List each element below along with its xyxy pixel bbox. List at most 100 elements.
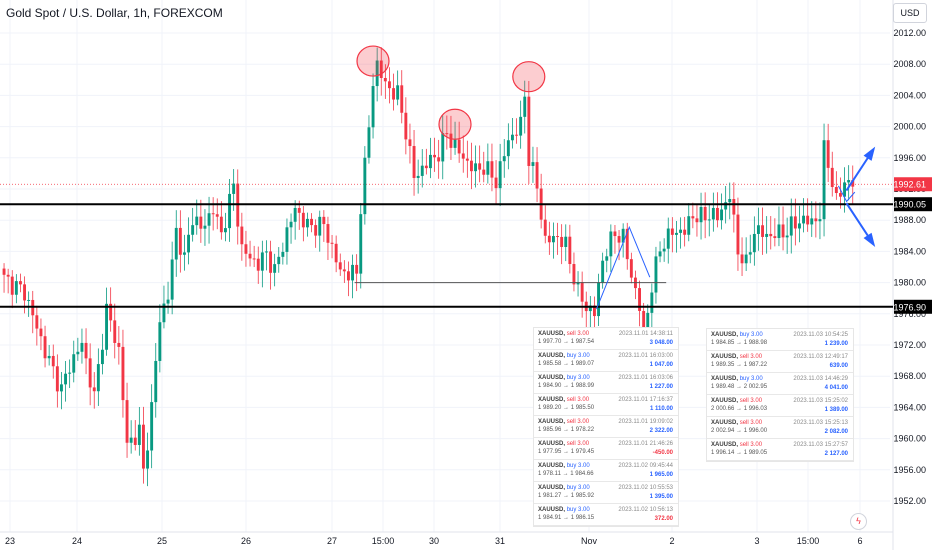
candle bbox=[711, 207, 715, 220]
candle bbox=[412, 146, 416, 178]
candle bbox=[10, 276, 14, 295]
y-tick-label: 2012.00 bbox=[893, 28, 926, 38]
candle bbox=[310, 218, 313, 226]
candle bbox=[224, 228, 227, 233]
candle bbox=[519, 116, 523, 136]
candle bbox=[470, 160, 473, 172]
candle bbox=[617, 236, 621, 243]
x-tick-label: 24 bbox=[72, 536, 82, 546]
candle bbox=[490, 161, 494, 178]
trade-qty: 3.00 bbox=[577, 397, 590, 403]
trade-qty: 3.00 bbox=[578, 463, 590, 469]
candle bbox=[51, 355, 55, 367]
candle bbox=[318, 216, 322, 236]
x-tick-label: 2 bbox=[669, 536, 674, 546]
trade-symbol: XAUUSD, buy 3.00 bbox=[538, 507, 590, 513]
candle bbox=[72, 354, 76, 373]
candle bbox=[96, 364, 100, 392]
trade-qty: 3.00 bbox=[751, 332, 763, 338]
candle bbox=[843, 182, 846, 197]
candle bbox=[572, 264, 576, 285]
trade-prices: 1 981.27 → 1 985.92 bbox=[538, 493, 595, 499]
x-tick-label: 27 bbox=[327, 536, 337, 546]
candle bbox=[416, 175, 420, 178]
candle bbox=[752, 233, 756, 253]
candle bbox=[773, 236, 777, 239]
trade-timestamp: 2023.11.01 16:03:00 bbox=[618, 353, 673, 359]
projection-path bbox=[837, 185, 856, 203]
trade-row: XAUUSD, buy 3.00 2023.11.02 10:55:53 1 981… bbox=[534, 482, 678, 504]
trade-prices: 1 989.20 → 1 985.50 bbox=[538, 405, 595, 411]
candle bbox=[39, 328, 43, 337]
trade-symbol: XAUUSD, buy 3.00 bbox=[538, 375, 590, 381]
candle bbox=[638, 288, 641, 311]
candle bbox=[68, 372, 72, 374]
candle bbox=[580, 282, 584, 302]
trade-row: XAUUSD, buy 3.00 2023.11.03 10:54:25 1 984… bbox=[707, 329, 853, 351]
currency-selector[interactable]: USD bbox=[893, 3, 927, 23]
candle bbox=[777, 224, 781, 239]
trade-timestamp: 2023.11.01 16:03:06 bbox=[618, 375, 673, 381]
candle bbox=[588, 305, 592, 312]
candle bbox=[306, 218, 309, 228]
candle bbox=[433, 154, 436, 158]
candle bbox=[117, 342, 121, 347]
candle bbox=[260, 252, 264, 271]
trade-prices: 2 002.94 → 1 996.00 bbox=[711, 428, 768, 434]
y-tick-label: 1952.00 bbox=[893, 496, 926, 506]
candle bbox=[326, 224, 330, 243]
trade-symbol-name: XAUUSD bbox=[538, 507, 564, 513]
candle bbox=[142, 424, 145, 469]
candle bbox=[806, 215, 810, 225]
trade-prices: 1 989.48 → 2 002.95 bbox=[711, 384, 768, 390]
trade-qty: 3.00 bbox=[577, 331, 590, 337]
trade-symbol: XAUUSD, buy 3.00 bbox=[538, 463, 590, 469]
candle bbox=[605, 256, 609, 261]
candle bbox=[23, 284, 26, 301]
trade-symbol-name: XAUUSD bbox=[538, 375, 564, 381]
trade-prices: 2 000.66 → 1 996.03 bbox=[711, 406, 768, 412]
trade-timestamp: 2023.11.01 14:38:11 bbox=[618, 331, 673, 337]
candle bbox=[6, 274, 10, 277]
candle bbox=[195, 216, 199, 226]
current-price-label: 1992.61 bbox=[893, 180, 926, 190]
lightning-icon[interactable]: ϟ bbox=[850, 513, 867, 530]
candle bbox=[830, 167, 834, 188]
trade-timestamp: 2023.11.03 15:25:13 bbox=[793, 420, 848, 426]
y-tick-label: 2008.00 bbox=[893, 59, 926, 69]
candle bbox=[396, 85, 400, 100]
current-price-tag bbox=[894, 177, 932, 192]
trade-qty: 3.00 bbox=[750, 354, 763, 360]
candle bbox=[170, 259, 174, 300]
drawn-path bbox=[596, 225, 651, 310]
candle bbox=[798, 223, 801, 229]
trade-side: sell bbox=[566, 441, 576, 447]
candle bbox=[802, 215, 805, 224]
y-tick-label: 2000.00 bbox=[893, 122, 926, 132]
trade-row: XAUUSD, buy 3.00 2023.11.02 09:45:44 1 978… bbox=[534, 460, 678, 482]
candle bbox=[146, 450, 149, 469]
trade-prices: 1 996.14 → 1 989.05 bbox=[711, 450, 768, 456]
trade-symbol: XAUUSD, buy 3.00 bbox=[538, 353, 590, 359]
trade-profit: 1 047.00 bbox=[649, 362, 673, 368]
candle bbox=[621, 228, 625, 243]
candle bbox=[35, 315, 39, 329]
x-tick-label: 25 bbox=[157, 536, 167, 546]
candle bbox=[408, 139, 412, 147]
trade-side: buy bbox=[566, 353, 577, 359]
candle bbox=[707, 219, 711, 221]
candle bbox=[347, 271, 350, 281]
trade-timestamp: 2023.11.03 15:25:02 bbox=[793, 398, 848, 404]
candle bbox=[174, 227, 178, 260]
candle bbox=[814, 218, 818, 222]
candle bbox=[228, 193, 231, 229]
trade-symbol-name: XAUUSD bbox=[538, 441, 564, 447]
trade-symbol: XAUUSD, buy 3.00 bbox=[538, 485, 590, 491]
candle bbox=[363, 157, 367, 215]
candle bbox=[265, 251, 268, 253]
trade-timestamp: 2023.11.03 10:54:25 bbox=[793, 332, 848, 338]
candle bbox=[765, 233, 769, 237]
trade-row: XAUUSD, buy 3.00 2023.11.01 16:03:00 1 985… bbox=[534, 350, 678, 372]
projection-arrow-head-down bbox=[863, 232, 876, 247]
